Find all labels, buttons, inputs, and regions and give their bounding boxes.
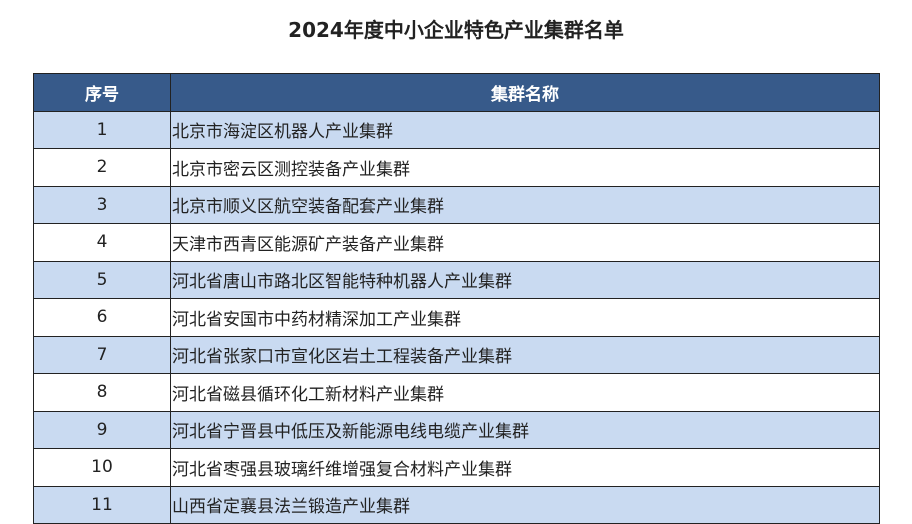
serial-number-cell: 11 (33, 485, 171, 524)
cluster-name-cell: 北京市顺义区航空装备配套产业集群 (170, 185, 880, 224)
cluster-name-cell: 北京市海淀区机器人产业集群 (170, 110, 880, 149)
serial-number-cell: 5 (33, 260, 171, 299)
serial-number-cell: 1 (33, 110, 171, 149)
table-row: 6 河北省安国市中药材精深加工产业集群 (33, 298, 880, 337)
table-row: 11 山西省定襄县法兰锻造产业集群 (33, 485, 880, 524)
serial-number-cell: 6 (33, 298, 171, 337)
serial-number-cell: 8 (33, 373, 171, 412)
page-title: 2024年度中小企业特色产业集群名单 (288, 18, 624, 42)
serial-number-cell: 9 (33, 410, 171, 449)
serial-number-cell: 2 (33, 148, 171, 187)
table-row: 8 河北省磁县循环化工新材料产业集群 (33, 373, 880, 412)
table-row: 4 天津市西青区能源矿产装备产业集群 (33, 223, 880, 262)
cluster-table: 序号 集群名称 1 北京市海淀区机器人产业集群 2 北京市密云区测控装备产业集群 3 北京… (33, 73, 880, 524)
cluster-name-cell: 山西省定襄县法兰锻造产业集群 (170, 485, 880, 524)
table-row: 7 河北省张家口市宣化区岩土工程装备产业集群 (33, 335, 880, 374)
header-cluster-name: 集群名称 (170, 73, 880, 112)
table-header-row: 序号 集群名称 (33, 73, 880, 112)
cluster-name-cell: 河北省安国市中药材精深加工产业集群 (170, 298, 880, 337)
header-serial-number: 序号 (33, 73, 171, 112)
serial-number-cell: 7 (33, 335, 171, 374)
serial-number-cell: 10 (33, 448, 171, 487)
table-row: 1 北京市海淀区机器人产业集群 (33, 110, 880, 149)
table-row: 10 河北省枣强县玻璃纤维增强复合材料产业集群 (33, 448, 880, 487)
table-row: 5 河北省唐山市路北区智能特种机器人产业集群 (33, 260, 880, 299)
cluster-name-cell: 天津市西青区能源矿产装备产业集群 (170, 223, 880, 262)
cluster-name-cell: 河北省枣强县玻璃纤维增强复合材料产业集群 (170, 448, 880, 487)
cluster-name-cell: 河北省磁县循环化工新材料产业集群 (170, 373, 880, 412)
cluster-name-cell: 河北省唐山市路北区智能特种机器人产业集群 (170, 260, 880, 299)
serial-number-cell: 4 (33, 223, 171, 262)
table-row: 9 河北省宁晋县中低压及新能源电线电缆产业集群 (33, 410, 880, 449)
table-row: 3 北京市顺义区航空装备配套产业集群 (33, 185, 880, 224)
cluster-name-cell: 河北省宁晋县中低压及新能源电线电缆产业集群 (170, 410, 880, 449)
cluster-name-cell: 北京市密云区测控装备产业集群 (170, 148, 880, 187)
serial-number-cell: 3 (33, 185, 171, 224)
table-row: 2 北京市密云区测控装备产业集群 (33, 148, 880, 187)
cluster-name-cell: 河北省张家口市宣化区岩土工程装备产业集群 (170, 335, 880, 374)
